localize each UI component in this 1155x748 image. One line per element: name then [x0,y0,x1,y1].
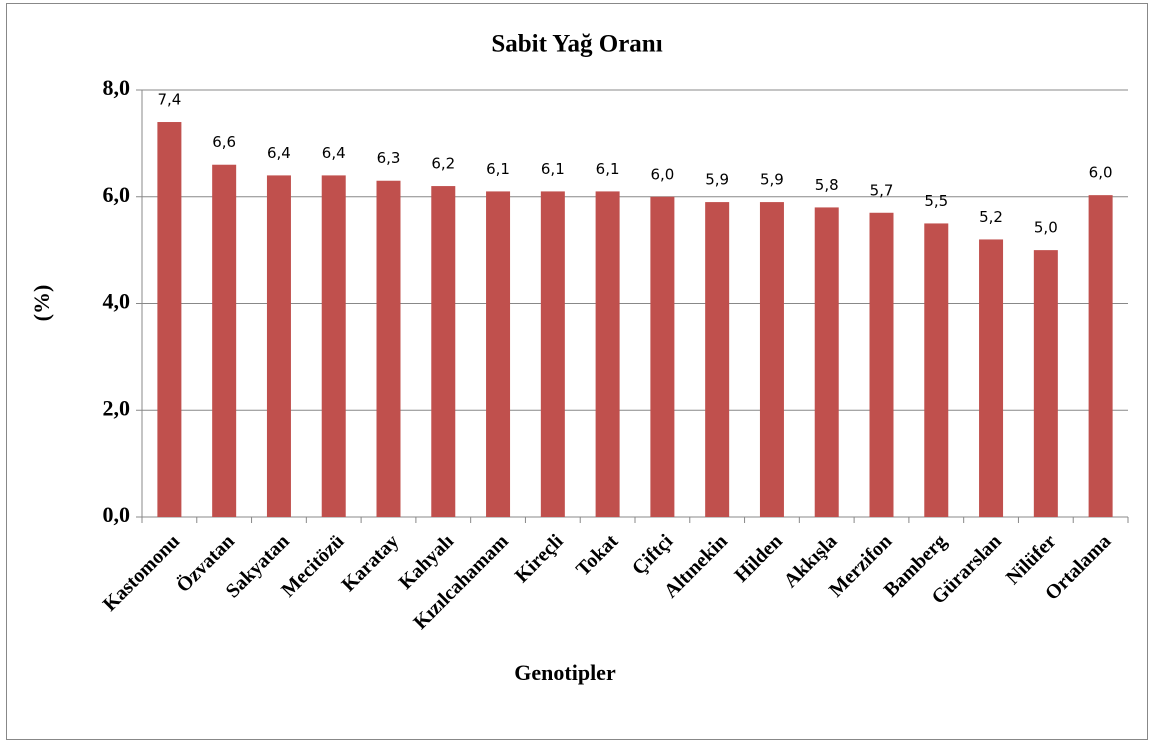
bar [924,223,949,517]
y-tick-label: 2,0 [103,395,131,420]
bar [157,122,182,518]
value-label: 6,3 [377,149,401,167]
bar [814,207,839,518]
bar [431,186,456,517]
bar [540,191,565,517]
bar [979,239,1004,517]
value-label: 6,1 [596,160,620,178]
chart-border [6,3,1148,740]
bar [595,191,620,517]
x-axis-title: Genotipler [514,660,616,685]
value-label: 5,9 [705,171,729,189]
value-label: 5,7 [870,181,894,199]
value-label: 6,0 [650,165,674,183]
bar [1088,195,1113,517]
value-label: 6,2 [431,155,455,173]
value-label: 5,0 [1034,219,1058,237]
bar [650,196,675,517]
chart-title: Sabit Yağ Oranı [491,31,662,58]
bar [1033,250,1058,517]
bar [212,164,237,517]
value-label: 6,4 [267,144,291,162]
bar [376,180,401,518]
value-label: 5,2 [979,208,1003,226]
value-label: 5,9 [760,171,784,189]
bar [266,175,291,517]
bar [869,212,894,517]
value-label: 6,6 [212,133,236,151]
y-tick-label: 8,0 [103,75,131,100]
value-label: 6,4 [322,144,346,162]
value-label: 5,8 [815,176,839,194]
bar [321,175,346,517]
bar [759,202,784,517]
y-tick-label: 6,0 [103,182,131,207]
value-label: 6,1 [541,160,565,178]
value-label: 7,4 [157,91,181,109]
y-axis-title: (%) [29,285,54,322]
value-label: 6,1 [486,160,510,178]
bar [705,202,730,517]
bar [486,191,511,517]
value-label: 5,5 [924,192,948,210]
y-tick-label: 4,0 [103,289,131,314]
y-tick-label: 0,0 [103,502,131,527]
value-label: 6,0 [1089,164,1113,182]
